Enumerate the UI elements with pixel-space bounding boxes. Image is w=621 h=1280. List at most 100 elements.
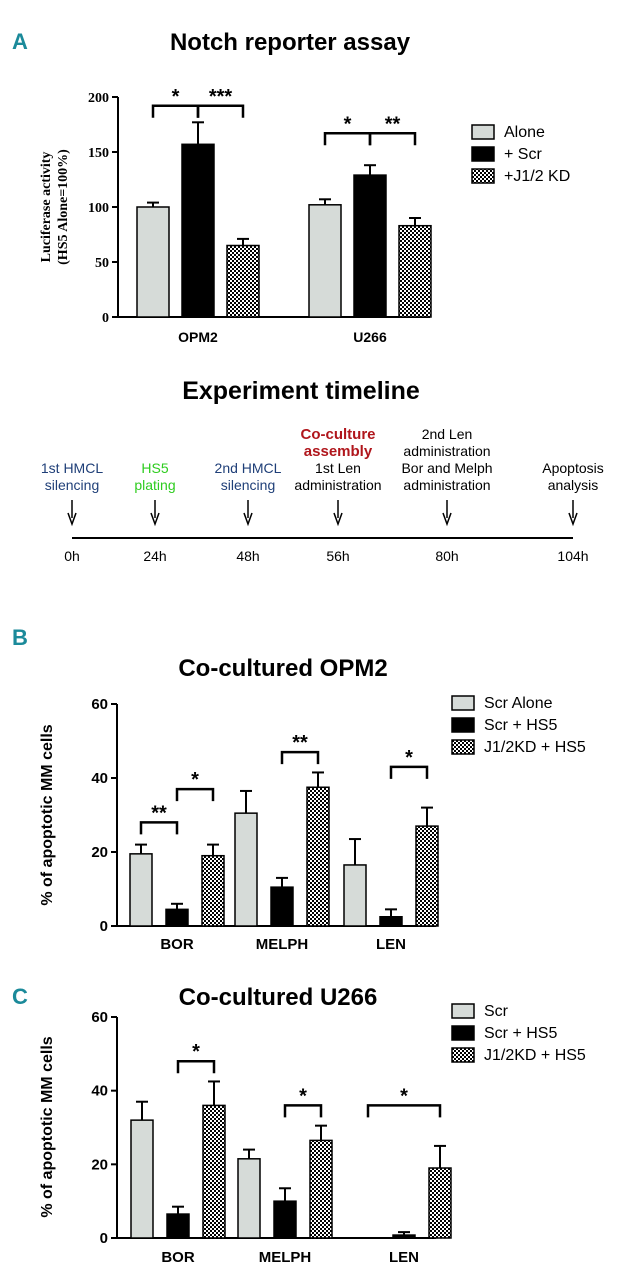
significance-label: *: [400, 1085, 408, 1107]
timeline-time-label: 0h: [64, 548, 80, 564]
chart-cocultured-u266: Co-cultured U266 0 20 40 60 % of apoptotic MM…: [39, 984, 586, 1266]
timeline-event-label: 1st Len: [315, 460, 361, 476]
bar: [379, 916, 403, 927]
significance-bracket: [283, 1104, 323, 1118]
bar: [136, 206, 170, 318]
legend-label: Scr + HS5: [484, 717, 557, 734]
chart-title: Co-cultured U266: [179, 984, 378, 1011]
timeline-event-label: Bor and Melph: [401, 460, 492, 476]
y-tick-label: 20: [91, 844, 108, 861]
panel-letter-a: A: [12, 29, 28, 54]
timeline-arrow-head: [568, 512, 578, 527]
x-category-label: OPM2: [178, 329, 218, 345]
bar: [130, 1119, 154, 1239]
bar: [202, 1104, 226, 1239]
significance-bracket: [366, 1104, 442, 1118]
significance-bracket: [176, 1059, 216, 1074]
bar: [343, 864, 367, 927]
y-tick-label: 40: [91, 1083, 108, 1100]
bar: [237, 1158, 261, 1239]
chart-notch-reporter: Notch reporter assay 0 50 100 150 200 Lucifera…: [39, 29, 570, 345]
timeline-event-label: administration: [403, 477, 490, 493]
bar: [181, 143, 215, 318]
timeline-title: Experiment timeline: [182, 377, 420, 405]
legend-swatch: [451, 739, 475, 755]
legend-label: Scr: [484, 1003, 509, 1020]
timeline-event-label: HS5: [141, 460, 168, 476]
timeline-time-label: 56h: [326, 548, 349, 564]
significance-label: *: [192, 1041, 200, 1063]
legend-label: Alone: [504, 124, 545, 141]
significance-label: ***: [209, 86, 233, 108]
y-axis-label: % of apoptotic MM cells: [39, 1036, 56, 1217]
x-category-label: LEN: [389, 1249, 419, 1266]
timeline-event-label: analysis: [548, 477, 599, 493]
significance-label: **: [292, 732, 308, 754]
bar: [398, 224, 432, 318]
x-category-label: BOR: [160, 936, 194, 953]
timeline-event-label: administration: [294, 477, 381, 493]
timeline-arrow-head: [333, 512, 343, 527]
timeline-time-label: 104h: [557, 548, 588, 564]
timeline-arrow-head: [442, 512, 452, 527]
bar: [353, 174, 387, 318]
bar: [129, 853, 153, 927]
bar: [308, 204, 342, 318]
significance-label: *: [172, 86, 180, 108]
legend-swatch: [451, 1003, 475, 1019]
legend-label: + Scr: [504, 146, 542, 163]
bar: [201, 854, 225, 927]
chart-title: Co-cultured OPM2: [178, 655, 387, 682]
y-tick-label: 0: [100, 1230, 108, 1247]
timeline-time-label: 80h: [435, 548, 458, 564]
bar: [234, 812, 258, 927]
y-tick-label: 60: [91, 1009, 108, 1026]
timeline-event-label: administration: [403, 443, 490, 459]
legend-swatch: [451, 1025, 475, 1041]
y-tick-label: 0: [102, 311, 109, 326]
timeline-time-label: 48h: [236, 548, 259, 564]
bar: [415, 825, 439, 927]
y-tick-label: 50: [95, 256, 109, 271]
significance-bracket: [280, 750, 320, 765]
legend-label: +J1/2 KD: [504, 168, 570, 185]
y-axis-label: (HS5 Alone=100%): [56, 149, 71, 265]
timeline-event-label: Apoptosis: [542, 460, 603, 476]
y-tick-label: 100: [88, 201, 109, 216]
legend-label: Scr + HS5: [484, 1025, 557, 1042]
y-axis-label: Luciferase activity: [39, 152, 54, 263]
significance-label: *: [405, 747, 413, 769]
significance-bracket: [368, 132, 417, 146]
significance-label: **: [151, 802, 167, 824]
x-category-label: LEN: [376, 936, 406, 953]
y-tick-label: 150: [88, 146, 109, 161]
significance-bracket: [196, 104, 245, 118]
legend-swatch: [471, 168, 495, 184]
x-category-label: BOR: [161, 1249, 195, 1266]
bar: [226, 244, 260, 318]
legend-swatch: [451, 1047, 475, 1063]
panel-letter-c: C: [12, 984, 28, 1009]
timeline-event-label: 2nd HMCL: [215, 460, 282, 476]
legend-label: J1/2KD + HS5: [484, 739, 586, 756]
significance-bracket: [175, 787, 215, 802]
significance-label: *: [344, 113, 352, 135]
significance-label: *: [299, 1085, 307, 1107]
timeline-arrow-head: [150, 512, 160, 527]
timeline-event-label: 1st HMCL: [41, 460, 103, 476]
chart-title: Notch reporter assay: [170, 29, 411, 56]
timeline-event-label: plating: [134, 477, 175, 493]
legend-label: Scr Alone: [484, 695, 553, 712]
significance-label: **: [385, 113, 401, 135]
timeline-event-label: silencing: [221, 477, 275, 493]
significance-bracket: [139, 821, 179, 835]
y-tick-label: 60: [91, 696, 108, 713]
significance-bracket: [389, 765, 429, 779]
timeline-arrow-head: [243, 512, 253, 527]
bar: [392, 1234, 416, 1239]
panel-letter-b: B: [12, 625, 28, 650]
timeline-event-heading: assembly: [304, 443, 373, 460]
bar: [428, 1167, 452, 1239]
